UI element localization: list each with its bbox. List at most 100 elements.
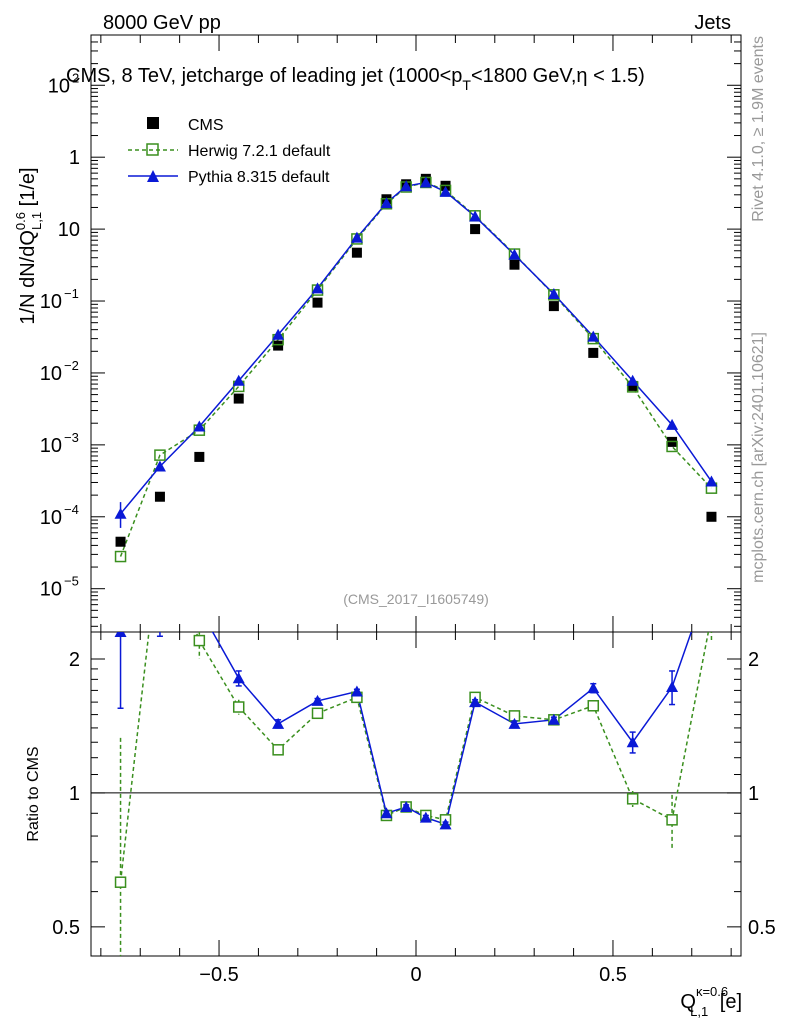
pythia-ratio-point [400,800,413,812]
pythia-ratio-point [508,717,521,729]
y-axis-label: 1/N dN/dQ0.6L,1 [1/e] [13,167,44,324]
y-tick-label: 10 [40,291,62,313]
pythia-ratio-point [114,632,127,637]
mcplots-label: mcplots.cern.ch [arXiv:2401.10621] [750,332,767,583]
pythia-point [419,176,432,188]
chart-title: CMS, 8 TeV, jetcharge of leading jet (10… [66,65,645,93]
pythia-ratio-point [232,672,245,684]
pythia-ratio-point [419,811,432,823]
legend-marker-cms [147,117,159,129]
herwig-point [666,440,678,453]
y-tick-label: 10 [58,219,80,241]
legend-marker-pythia [147,170,159,182]
ratio-y-tick-label: 0.5 [52,917,80,939]
y-tick-label: 10 [40,363,62,385]
herwig-ratio-point [706,611,716,621]
legend-label-cms: CMS [188,117,224,134]
xlabel-post: [e] [714,991,742,1013]
herwig-ratio-point [155,530,165,540]
svg-text:1/N dN/dQ0.6L,1 [1/e]: 1/N dN/dQ0.6L,1 [1/e] [13,167,44,324]
pythia-ratio-point [547,713,560,725]
pythia-point [311,282,324,294]
pythia-point [666,418,679,430]
x-tick-label: 0 [410,964,421,986]
main-plot-area [114,173,718,563]
title-part-b: <1800 GeV,η < 1.5) [471,65,645,87]
cms-point [351,247,362,258]
herwig-ratio-point [587,700,600,712]
xlabel-sub: L,1 [690,1004,708,1019]
cms-point [548,301,559,312]
cms-point [194,451,205,462]
pythia-point [705,475,718,487]
pythia-point [439,185,452,197]
cms-point [470,224,481,235]
y-tick-label: 1 [69,147,80,169]
pythia-point [380,197,393,209]
header-left: 8000 GeV pp [103,12,221,34]
herwig-ratio-point [666,814,678,826]
legend-label-herwig: Herwig 7.2.1 default [188,143,331,160]
herwig-point [154,449,166,461]
pythia-point [587,330,600,342]
ylabel-pre: 1/N dN/dQ [17,230,39,324]
pythia-point [272,328,285,340]
ratio-y-tick-label: 1 [69,783,80,805]
pythia-ratio-point [587,682,600,694]
rivet-label: Rivet 4.1.0, ≥ 1.9M events [750,36,767,222]
ratio-y-tick-label-right: 1 [748,783,759,805]
xlabel-sup: κ=0.6 [696,984,728,999]
pythia-point [350,231,363,243]
pythia-ratio-point [439,818,452,830]
ratio-y-tick-label-right: 0.5 [748,917,776,939]
ylabel-sup: 0.6 [13,212,28,230]
y-tick-exponent: −1 [64,286,79,301]
pythia-point [508,248,521,260]
pythia-point [114,507,127,519]
herwig-ratio-point [193,634,206,647]
pythia-point [232,374,245,386]
ratio-y-tick-label-right: 2 [748,649,759,671]
pythia-ratio-point [350,685,363,697]
cms-point [312,297,323,308]
pythia-ratio-line [120,632,693,826]
ratio-y-tick-label: 2 [69,649,80,671]
ratio-y-label: Ratio to CMS [25,746,42,841]
herwig-ratio-point [114,876,127,888]
ratio-panel-frame [90,631,742,957]
pythia-ratio-point [154,602,166,613]
y-tick-exponent: −2 [64,358,79,373]
herwig-ratio-line [119,632,710,883]
title-part-a: CMS, 8 TeV, jetcharge of leading jet (10… [66,65,462,87]
herwig-ratio-point [626,793,639,805]
herwig-point [114,550,127,563]
pythia-ratio-point [626,736,639,748]
pythia-ratio-point [193,602,205,613]
y-tick-exponent: −4 [64,502,79,517]
x-axis-label: Qκ=0.6 L,1 [e] [680,984,742,1019]
pythia-point [469,210,482,222]
pythia-ratio-point [380,807,393,819]
ratio-plot-area [91,530,741,956]
pythia-ratio-point [666,681,679,693]
pythia-ratio-point [469,696,482,708]
x-tick-label: 0.5 [599,964,627,986]
legend-marker-herwig [146,143,159,156]
y-tick-exponent: −5 [64,574,79,589]
cms-point [706,511,717,522]
cms-point [627,380,638,391]
title-sub: T [462,77,471,93]
cms-point [115,536,126,547]
ylabel-post: [1/e] [17,167,39,211]
pythia-ratio-point [311,694,324,706]
cms-point [154,491,165,502]
legend-label-pythia: Pythia 8.315 default [188,169,330,186]
pythia-point [193,420,206,432]
y-tick-label: 10 [40,579,62,601]
pythia-point [153,460,166,472]
y-tick-label: 10 [48,75,70,97]
y-tick-exponent: −3 [64,430,79,445]
ylabel-sub: L,1 [29,212,44,230]
